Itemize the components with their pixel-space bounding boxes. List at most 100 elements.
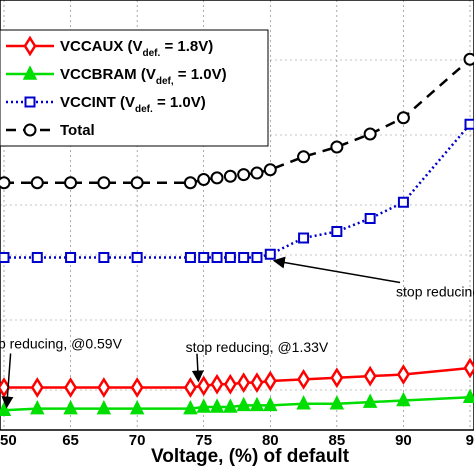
data-point-vccbram [196,398,211,413]
data-point-vccaux [210,373,224,395]
annotation-text: stop reducing, @0.59V [0,336,123,352]
data-point-vccint [211,252,223,263]
data-point-vccaux [237,372,251,393]
data-point-total [463,52,474,66]
data-point-total [97,176,111,190]
data-point-vccint [397,196,409,208]
data-point-vccbram [236,396,251,412]
data-point-vccaux [263,370,277,392]
legend-item-vccaux: VCCAUX (Vdef. = 1.8V) [6,35,213,59]
series-layer [0,52,474,416]
annotation-arrow [191,353,204,383]
data-point-total [197,173,211,186]
data-point-vccaux [183,377,197,398]
data-point-vccaux [30,377,44,398]
data-point-vccbram [296,395,311,410]
x-axis: 50 65 70 75 80 85 90 9 [0,432,474,449]
data-point-vccint [264,248,276,260]
data-point-total [0,176,11,190]
data-point-vccint [251,252,263,263]
data-point-vccint [364,213,376,224]
data-point-total [297,150,311,164]
data-point-vccbram [249,396,265,412]
data-point-vccbram [223,398,238,413]
data-point-vccint [98,252,110,263]
data-point-total [396,111,410,125]
data-point-vccaux [396,364,410,385]
annotation-text: stop reducing, @1.33V [186,339,329,355]
x-tick-label: 90 [395,432,412,449]
x-tick-label: 65 [62,432,79,449]
legend-box [0,29,269,147]
annotation-layer: stop reducing, @0.59V stop reducing, @1.3… [0,256,474,409]
legend-item-total: Total [6,122,95,139]
legend-item-vccbram: VCCBRAM (Vdef, = 1.0V) [6,65,227,87]
data-point-total [330,140,344,154]
series-vccint [0,118,474,263]
legend-marker [22,65,38,80]
legend-label: Total [60,122,95,139]
x-tick-label: 9 [466,432,474,449]
annotation-arrow [1,353,14,409]
series-vccaux [0,357,474,398]
legend-marker [24,96,36,108]
legend-marker [23,35,37,57]
data-point-vccint [331,226,343,237]
data-point-vccaux [0,377,11,398]
x-tick-label: 85 [329,432,346,449]
legend: VCCAUX (Vdef. = 1.8V) VCCBRAM (Vdef, = 1.… [0,29,269,147]
data-point-total [64,176,78,190]
data-point-vccbram [209,398,225,413]
legend-label: VCCBRAM (Vdef, = 1.0V) [60,66,227,87]
data-point-vccint [198,252,210,263]
data-point-total [250,166,264,180]
data-point-vccaux [250,372,264,393]
data-point-total [223,169,237,183]
x-tick-label: 80 [262,432,279,449]
data-point-vccint [31,252,43,263]
series-vccbram [0,388,474,416]
data-point-vccaux [130,377,144,398]
data-point-total [263,163,277,177]
data-point-vccint [464,118,474,130]
data-point-vccaux [97,377,111,398]
data-point-vccaux [463,357,474,379]
data-point-vccbram [129,399,145,415]
data-point-vccint [184,252,196,263]
data-point-total [30,176,44,190]
data-point-vccint [65,252,77,263]
legend-marker [23,123,37,137]
data-point-total [237,168,251,182]
data-point-vccint [0,252,10,263]
x-tick-label: 50 [0,432,17,449]
data-point-vccbram [96,399,112,415]
data-point-vccbram [462,388,474,403]
data-point-vccaux [330,367,344,389]
x-tick-label: 70 [129,432,146,449]
data-point-vccint [131,252,143,263]
data-point-vccint [298,232,310,244]
data-point-vccaux [297,369,311,390]
x-axis-title: Voltage, (%) of default [151,446,350,467]
legend-item-vccint: VCCINT (Vdef. = 1.0V) [6,94,206,115]
data-point-vccbram [63,399,78,415]
annotation-arrow [272,256,401,284]
data-point-vccbram [362,393,378,408]
x-tick-label: 75 [195,432,212,449]
annotation-text: stop reducing, @0 [396,284,474,300]
data-point-total [183,176,197,190]
legend-label: VCCAUX (Vdef. = 1.8V) [60,38,213,59]
data-point-total [210,171,224,185]
data-point-vccbram [183,399,198,415]
series-total [0,52,474,190]
data-point-total [130,176,144,190]
data-point-vccaux [223,373,237,395]
data-point-vccint [224,252,236,263]
data-point-vccint [238,252,250,263]
legend-label: VCCINT (Vdef. = 1.0V) [60,94,206,115]
data-point-vccaux [64,377,78,398]
data-point-vccbram [329,395,345,410]
data-point-total [363,127,377,141]
data-point-vccbram [396,391,411,407]
